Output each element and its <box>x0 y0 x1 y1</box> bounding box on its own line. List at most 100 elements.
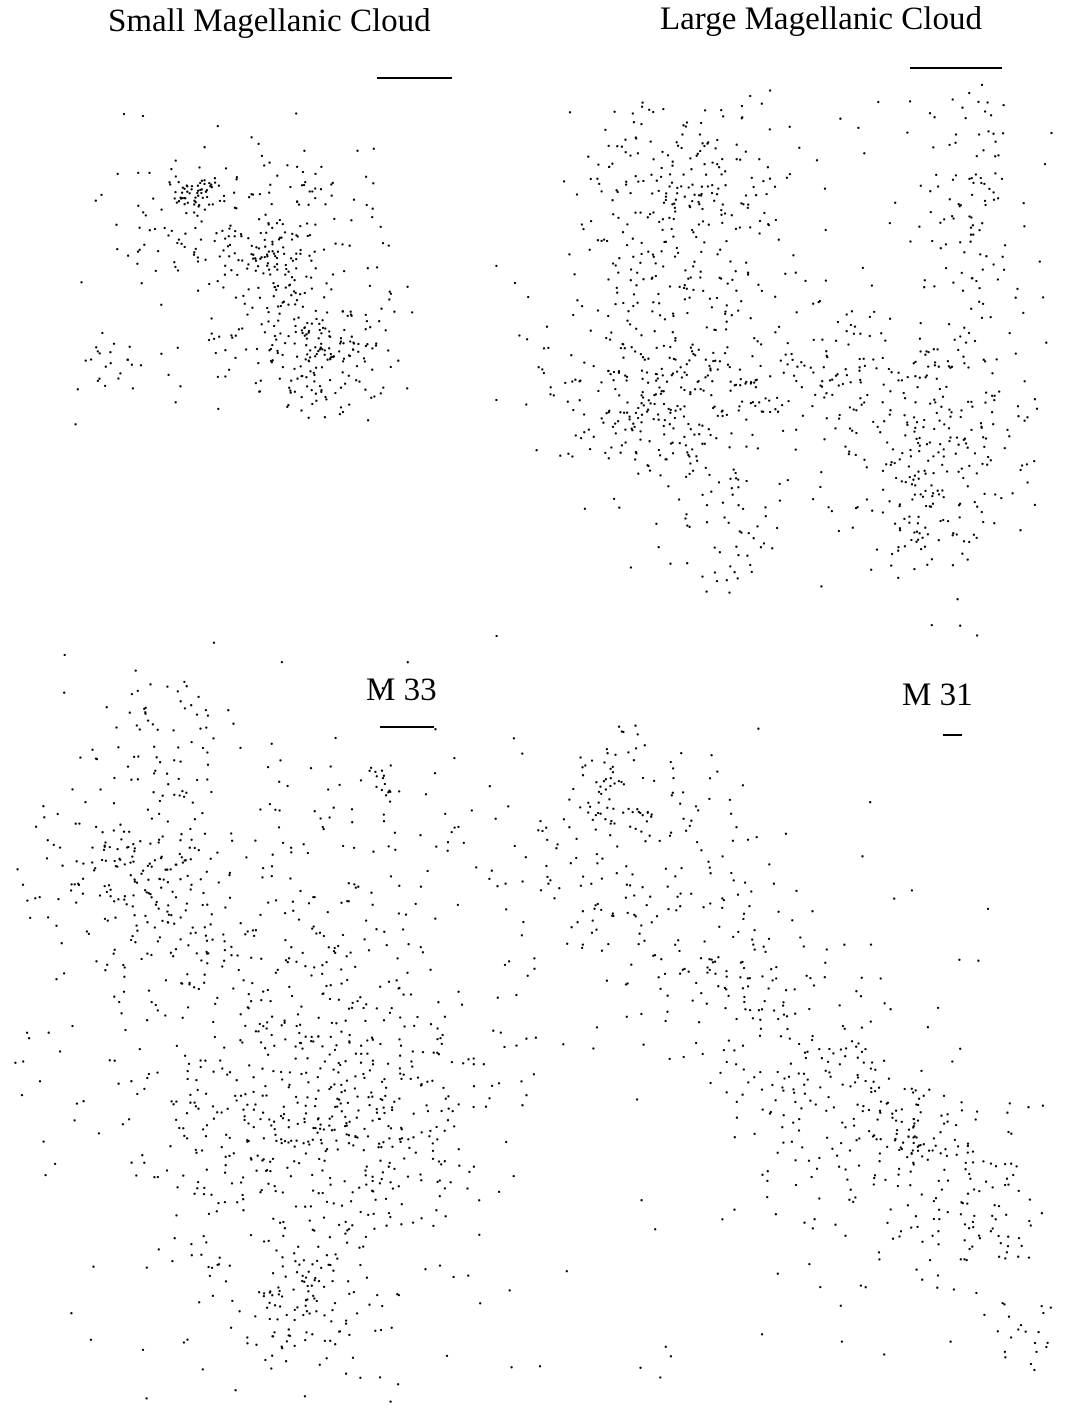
star-point <box>497 1082 501 1085</box>
star-point <box>241 1193 244 1197</box>
star-point <box>646 810 649 814</box>
star-point <box>695 235 698 239</box>
star-point <box>862 357 865 360</box>
star-point <box>556 843 559 846</box>
star-point <box>494 817 497 820</box>
star-point <box>676 251 680 255</box>
star-point <box>924 489 927 493</box>
star-point <box>268 349 271 352</box>
star-point <box>904 434 907 437</box>
star-point <box>566 942 569 945</box>
star-point <box>160 886 163 889</box>
star-point <box>526 974 529 977</box>
star-point <box>697 223 701 226</box>
star-point <box>716 138 719 142</box>
star-point <box>629 154 632 157</box>
star-point <box>216 124 219 128</box>
star-point <box>668 356 671 359</box>
star-point <box>1001 255 1004 258</box>
star-point <box>26 899 29 902</box>
star-point <box>410 1060 413 1063</box>
star-point <box>820 585 823 588</box>
star-point <box>228 1136 231 1140</box>
star-point <box>210 1266 214 1270</box>
star-point <box>609 776 612 780</box>
star-point <box>989 1230 993 1233</box>
star-point <box>836 373 839 376</box>
star-point <box>916 385 919 389</box>
star-point <box>186 1338 189 1341</box>
star-point <box>991 1186 994 1189</box>
star-point <box>161 794 164 797</box>
star-point <box>924 472 927 475</box>
star-point <box>1033 459 1036 463</box>
star-point <box>1010 1132 1013 1135</box>
star-point <box>826 355 829 359</box>
star-point <box>521 880 524 883</box>
star-point <box>335 1044 338 1047</box>
star-point <box>171 1259 174 1263</box>
star-point <box>568 826 571 829</box>
star-point <box>325 1254 329 1257</box>
star-point <box>946 1120 949 1123</box>
star-point <box>972 1188 976 1191</box>
star-point <box>578 399 581 402</box>
star-point <box>641 886 644 889</box>
star-point <box>775 526 779 530</box>
star-point <box>239 1181 243 1184</box>
star-point <box>334 1343 337 1346</box>
star-point <box>274 971 278 974</box>
star-point <box>305 1310 309 1313</box>
star-point <box>992 132 995 135</box>
star-point <box>855 409 858 412</box>
star-point <box>217 407 220 411</box>
star-point <box>364 1169 367 1172</box>
star-point <box>348 403 351 406</box>
star-point <box>870 568 873 571</box>
star-point <box>265 1094 268 1097</box>
star-point <box>611 770 615 774</box>
star-point <box>959 1258 962 1261</box>
star-point <box>154 269 157 273</box>
star-point <box>690 350 694 353</box>
star-point <box>247 1122 250 1125</box>
star-point <box>237 968 240 972</box>
star-point <box>389 790 392 794</box>
star-point <box>290 946 293 949</box>
star-point <box>299 889 302 893</box>
star-point <box>924 526 927 529</box>
star-point <box>272 252 276 255</box>
star-point <box>348 1120 351 1123</box>
star-point <box>252 1108 256 1111</box>
star-point <box>825 350 828 353</box>
star-point <box>322 827 325 831</box>
star-point <box>933 361 937 364</box>
star-point <box>466 1187 469 1190</box>
star-point <box>867 1129 871 1133</box>
star-point <box>549 879 552 882</box>
star-point <box>393 1100 396 1103</box>
star-point <box>666 885 669 888</box>
star-point <box>763 211 766 215</box>
star-point <box>616 145 619 148</box>
star-point <box>287 1141 290 1144</box>
star-point <box>555 847 558 850</box>
star-point <box>758 401 761 404</box>
star-point <box>185 1112 189 1115</box>
star-point <box>440 1163 443 1166</box>
star-point <box>664 240 668 243</box>
star-point <box>664 1019 667 1023</box>
star-point <box>192 253 196 256</box>
star-point <box>717 166 721 169</box>
star-point <box>122 830 126 833</box>
star-point <box>333 1301 337 1305</box>
star-point <box>299 365 302 368</box>
star-point <box>309 349 312 352</box>
star-point <box>228 1154 231 1158</box>
star-point <box>257 1291 261 1294</box>
star-point <box>447 1107 450 1110</box>
star-point <box>691 199 694 203</box>
star-point <box>580 946 584 950</box>
star-point <box>825 1136 829 1139</box>
star-point <box>818 1156 821 1160</box>
